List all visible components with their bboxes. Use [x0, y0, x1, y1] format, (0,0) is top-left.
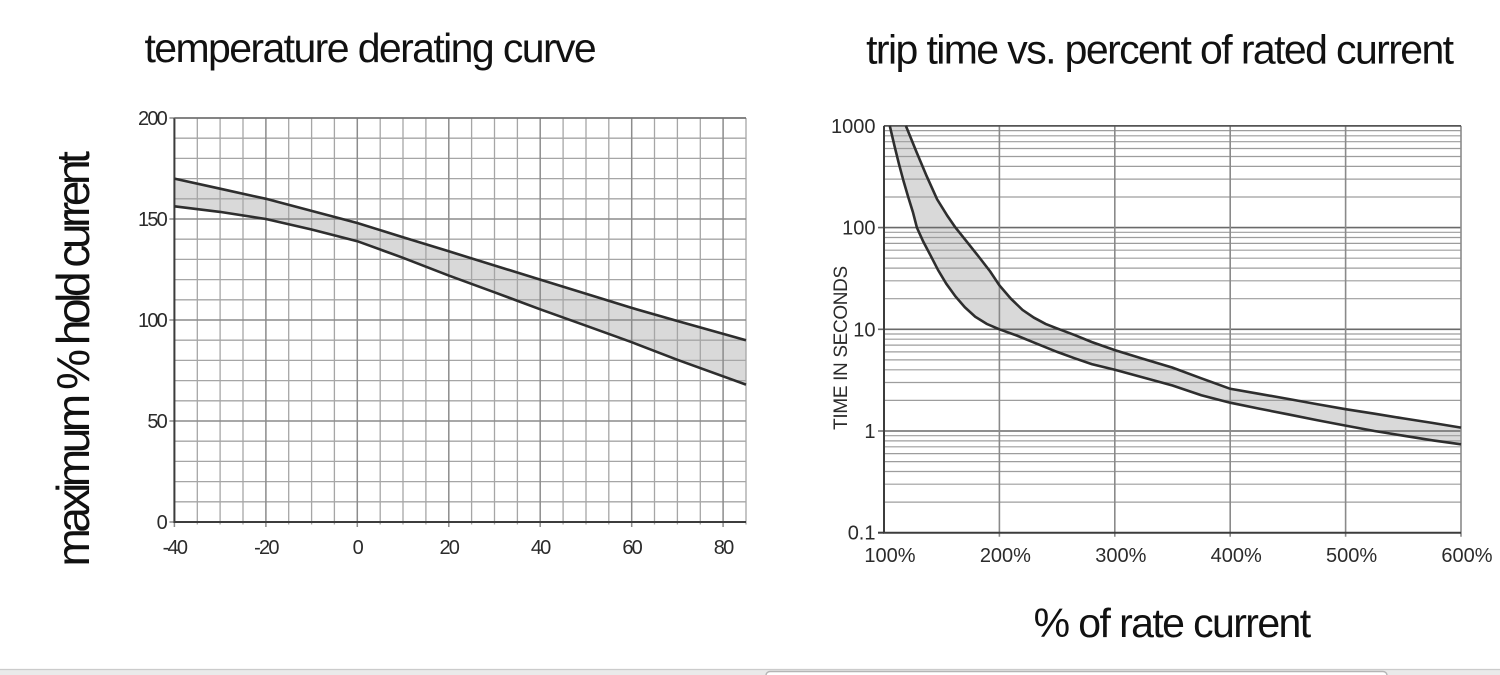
svg-text:50: 50 [147, 411, 167, 433]
svg-text:80: 80 [714, 537, 734, 559]
svg-text:maximum % hold current: maximum % hold current [47, 151, 99, 567]
svg-text:0.1: 0.1 [848, 523, 876, 545]
svg-text:400%: 400% [1211, 545, 1262, 567]
svg-text:500%: 500% [1326, 545, 1377, 567]
svg-text:100: 100 [138, 310, 168, 332]
svg-text:10: 10 [853, 319, 875, 341]
svg-text:1000: 1000 [831, 116, 876, 138]
svg-text:100: 100 [842, 218, 875, 240]
svg-text:200: 200 [138, 108, 168, 130]
svg-text:-20: -20 [254, 537, 279, 559]
svg-text:TIME IN SECONDS: TIME IN SECONDS [831, 266, 852, 430]
svg-text:trip time vs. percent of rated: trip time vs. percent of rated current [866, 26, 1455, 72]
svg-text:200%: 200% [980, 545, 1031, 567]
svg-text:40: 40 [531, 537, 551, 559]
svg-text:300%: 300% [1095, 545, 1146, 567]
svg-text:600%: 600% [1441, 545, 1492, 567]
svg-text:150: 150 [138, 209, 168, 231]
svg-text:20: 20 [439, 537, 459, 559]
svg-text:60: 60 [622, 537, 642, 559]
svg-text:100%: 100% [864, 545, 915, 567]
svg-text:temperature derating curve: temperature derating curve [144, 25, 595, 71]
svg-text:1: 1 [864, 421, 875, 443]
svg-text:-40: -40 [163, 537, 188, 559]
svg-text:% of rate current: % of rate current [1034, 600, 1312, 646]
